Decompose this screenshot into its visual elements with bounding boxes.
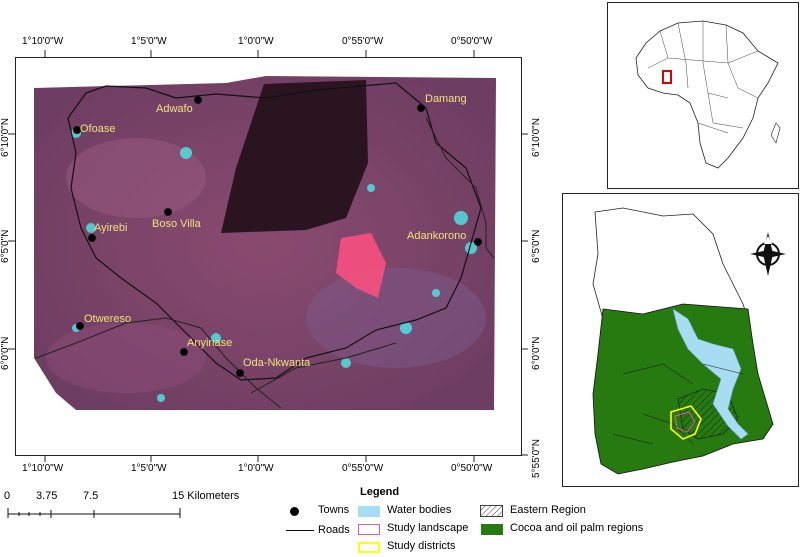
legend-roads-label: Roads [318,524,350,536]
town-marker-anyinase [180,348,188,356]
legend-study-landscape-label: Study landscape [387,522,469,534]
africa-inset [607,2,799,189]
compass-north-arrow-icon [750,232,786,276]
town-label-adankorono: Adankorono [407,230,467,242]
ghana-map [592,207,786,475]
bottom-tick-1: 1°10'0"W [22,463,64,474]
bottom-tick-5: 0°50'0"W [451,463,493,474]
town-marker-adwafo [194,96,202,104]
africa-outline-map [635,20,781,169]
top-tick-3: 1°0'0"W [238,36,274,47]
legend-study-districts-swatch [358,542,380,553]
town-marker-boso-villa [164,208,172,216]
town-marker-ofoase [73,126,81,134]
legend-eastern-region-label: Eastern Region [510,504,586,516]
road-3 [250,342,397,394]
top-tick-2: 1°5'0"W [131,36,167,47]
study-landscape-boundary [67,82,482,381]
bottom-tick-4: 0°55'0"W [342,463,384,474]
legend-water-swatch [358,506,380,517]
right-tick-1: 6°10'0"N [531,118,542,157]
ghana-north [592,207,749,320]
town-label-damang: Damang [425,93,467,105]
study-districts [670,405,702,440]
legend-eastern-region-swatch [480,505,503,517]
top-tick-4: 0°55'0"W [342,36,384,47]
town-label-oda-nkwanta: Oda-Nkwanta [243,357,311,369]
ghana-inset [562,193,799,487]
scale-tick-75: 7.5 [83,490,99,502]
bottom-tick-2: 1°5'0"W [131,463,167,474]
ghana-highlight [662,70,672,84]
town-marker-ayirebi [88,234,96,242]
right-tick-4: 5°55'0"N [531,439,542,478]
satellite-image [34,76,496,410]
right-tick-3: 6°0'0"N [531,336,542,370]
scale-bar [7,508,181,518]
town-marker-damang [417,104,425,112]
dark-forest-block [221,80,368,233]
legend-towns-symbol [290,507,299,516]
legend-roads-symbol [286,530,314,531]
study-landscape-inset [674,411,696,433]
top-tick-1: 1°10'0"W [22,36,64,47]
road-1 [35,317,282,409]
legend-title: Legend [360,486,400,498]
town-label-ayirebi: Ayirebi [94,222,128,234]
scale-tick-0: 0 [4,490,11,502]
main-map-frame [15,57,522,456]
town-marker-oda-nkwanta [236,369,244,377]
town-label-anyinase: Anyinase [187,337,233,349]
legend-cocoa-label: Cocoa and oil palm regions [510,522,644,534]
town-marker-otwereso [76,322,84,330]
town-label-otwereso: Otwereso [84,313,132,325]
scale-tick-375: 3.75 [36,490,58,502]
town-label-ofoase: Ofoase [80,123,116,135]
bottom-tick-3: 1°0'0"W [238,463,274,474]
road-2 [425,117,495,259]
legend-study-landscape-swatch [358,524,380,535]
left-tick-2: 6°5'0"N [0,229,11,263]
right-tick-2: 6°5'0"N [531,229,542,263]
top-tick-5: 0°50'0"W [451,36,493,47]
legend-towns-label: Towns [318,504,350,516]
left-tick-1: 6°10'0"N [0,118,11,157]
lake-volta [672,308,749,440]
bright-clearing [336,233,386,298]
town-marker-adankorono [474,238,482,246]
legend-water-label: Water bodies [387,504,452,516]
legend-cocoa-swatch [481,524,503,535]
left-tick-3: 6°0'0"N [0,336,11,370]
town-label-adwafo: Adwafo [156,103,193,115]
town-label-boso-villa: Boso Villa [152,218,201,230]
cocoa-oil-palm-region [592,303,774,475]
legend-study-districts-label: Study districts [387,540,456,552]
scale-tick-15: 15 Kilometers [172,490,240,502]
